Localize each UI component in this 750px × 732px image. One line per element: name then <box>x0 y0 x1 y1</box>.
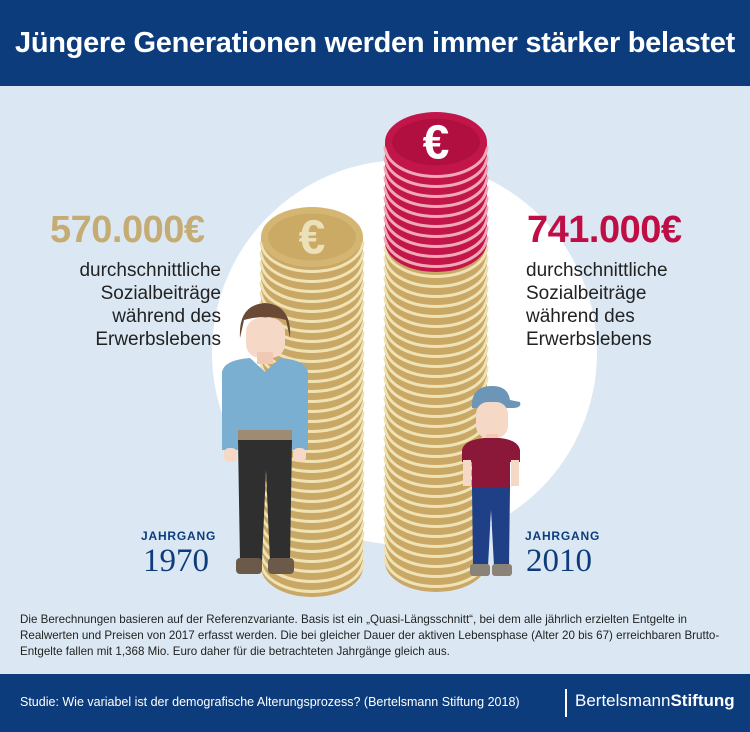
header-bar: Jüngere Generationen werden immer stärke… <box>0 0 750 86</box>
coin-stripe <box>259 511 365 543</box>
description-2010: durchschnittliche Sozialbeiträge während… <box>526 259 696 351</box>
coin-stripe <box>383 326 489 358</box>
coin-stripe <box>259 241 365 273</box>
description-line: während des <box>112 306 221 327</box>
footer-bar: Studie: Wie variabel ist der demografisc… <box>0 674 750 732</box>
description-line: durchschnittliche <box>526 260 668 281</box>
coin-stripe <box>383 176 489 208</box>
coin-stripe <box>383 246 489 278</box>
coin-stripe <box>383 356 489 388</box>
brand-regular: Bertelsmann <box>575 691 671 710</box>
coin-stripe <box>383 346 489 378</box>
coin-stripe <box>259 541 365 573</box>
coin-stripe <box>383 206 489 238</box>
coin-stripe <box>383 276 489 308</box>
description-line: während des <box>526 306 635 327</box>
jahrgang-label-2010: JAHRGANG <box>525 529 601 543</box>
euro-icon: € <box>423 117 450 170</box>
footnote: Die Berechnungen basieren auf der Refere… <box>20 613 720 658</box>
coin-stripe <box>383 256 489 288</box>
coin-stripe <box>259 561 365 593</box>
coin-stripe <box>259 251 365 283</box>
coin-stripe <box>259 481 365 513</box>
footer-divider <box>565 689 567 717</box>
coin-stripe <box>383 156 489 188</box>
coin-stripe <box>383 146 489 178</box>
euro-icon: € <box>299 212 326 265</box>
coin-stack-2010: € <box>383 112 489 592</box>
description-line: durchschnittliche <box>79 260 221 281</box>
coin-stripe <box>383 296 489 328</box>
study-citation: Studie: Wie variabel ist der demografisc… <box>20 695 520 709</box>
coin-stripe <box>383 306 489 338</box>
description-1970: durchschnittliche Sozialbeiträge während… <box>70 259 221 351</box>
coin-stripe <box>259 351 365 383</box>
coin-stripe <box>259 551 365 583</box>
coin-stripe <box>383 236 489 268</box>
coin-stripe <box>383 286 489 318</box>
coin-top-inner <box>268 213 356 261</box>
coin-stripe <box>259 491 365 523</box>
coin-stripe <box>383 336 489 368</box>
coin-stripe <box>259 271 365 303</box>
man-figure-icon <box>222 303 308 574</box>
page-title: Jüngere Generationen werden immer stärke… <box>15 26 735 59</box>
jahrgang-label-1970: JAHRGANG <box>141 529 217 543</box>
coin-stripe <box>259 521 365 553</box>
coin-stripe <box>259 471 365 503</box>
amount-2010: 741.000€ <box>527 209 682 251</box>
coin-stripe <box>259 261 365 293</box>
child-figure-icon <box>462 386 521 576</box>
coin-stripe <box>383 366 489 398</box>
brand-logo: BertelsmannStiftung <box>575 691 735 711</box>
coin-stripe <box>383 226 489 258</box>
amount-1970: 570.000€ <box>50 209 205 251</box>
brand-bold: Stiftung <box>670 691 735 710</box>
coin-stripe <box>259 461 365 493</box>
coin-stripe <box>259 501 365 533</box>
coin-stripe <box>383 216 489 248</box>
coin-stripe <box>383 186 489 218</box>
description-line: Erwerbslebens <box>95 329 221 350</box>
coin-stripe <box>383 316 489 348</box>
coin-stripe <box>259 531 365 563</box>
coin-stripe <box>383 166 489 198</box>
coin-stripe <box>383 196 489 228</box>
description-line: Sozialbeiträge <box>526 283 647 304</box>
year-2010: 2010 <box>526 543 592 579</box>
description-line: Erwerbslebens <box>526 329 652 350</box>
coin-top-inner <box>392 118 480 166</box>
coin-stripe <box>259 281 365 313</box>
description-line: Sozialbeiträge <box>100 283 221 304</box>
year-1970: 1970 <box>143 543 209 579</box>
coin-stripe <box>383 266 489 298</box>
